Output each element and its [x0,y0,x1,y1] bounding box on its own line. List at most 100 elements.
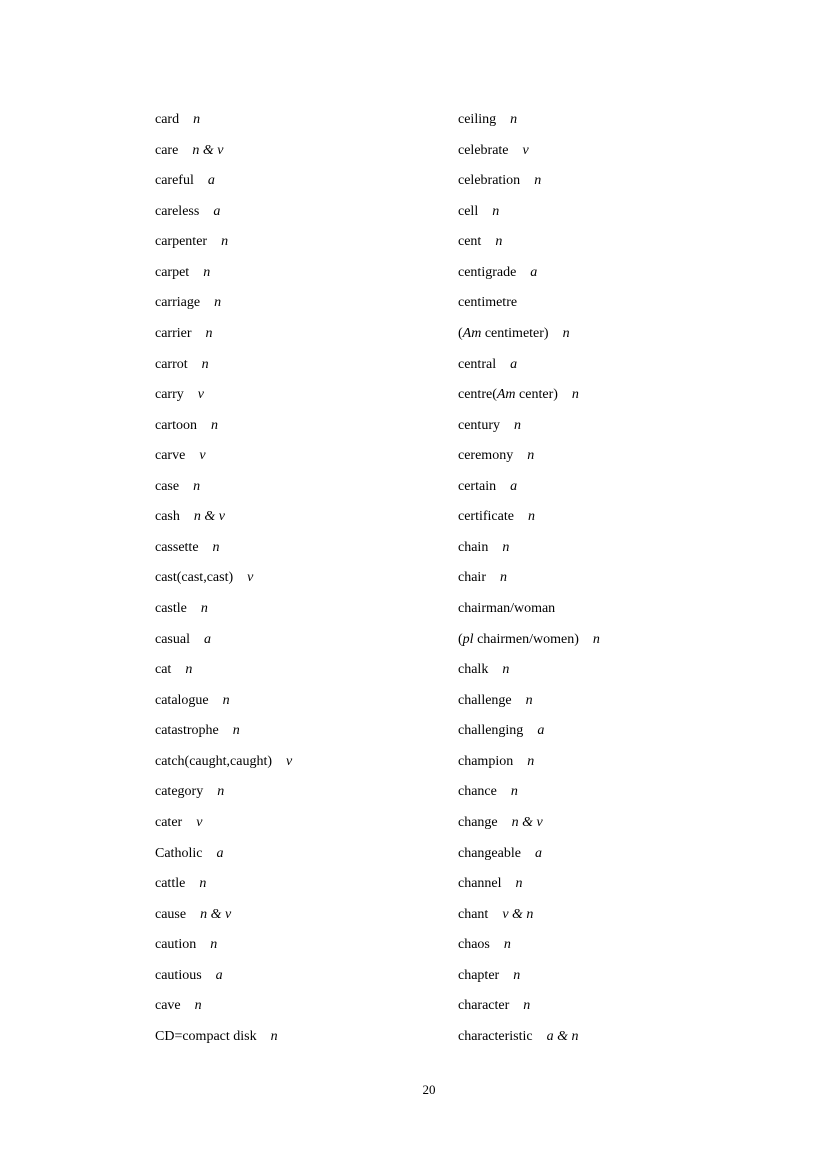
entry-word: chair [458,570,486,586]
entry-word: casual [155,631,190,647]
entry-word: catalogue [155,692,209,708]
entry-word: cautious [155,967,202,983]
part-of-speech: n & v [200,906,232,922]
vocabulary-entry: cause n & v [155,906,292,937]
entry-word: carve [155,448,186,464]
part-of-speech: a [510,478,518,494]
entry-word: carrot [155,356,188,372]
entry-word: cassette [155,539,199,555]
entry-word: caution [155,937,197,953]
part-of-speech: n [205,325,213,341]
entry-word: centre( [458,387,497,403]
part-of-speech: a & n [546,1028,579,1044]
entry-word: century [458,417,500,433]
vocabulary-entry: castle n [155,600,292,631]
vocabulary-entry: ceremony n [458,447,600,478]
part-of-speech: n [214,295,222,311]
entry-word: certificate [458,509,514,525]
part-of-speech: a [530,264,538,280]
part-of-speech: n [525,692,533,708]
vocabulary-entry: changeable a [458,845,600,876]
vocabulary-entry: certain a [458,478,600,509]
entry-word: centimetre [458,295,518,311]
vocabulary-entry: characteristic a & n [458,1028,600,1059]
part-of-speech: n & v [193,509,225,525]
entry-word: care [155,142,179,158]
vocabulary-entry: casual a [155,631,292,662]
entry-word: chance [458,784,497,800]
entry-word: cent [458,234,482,250]
entry-word: channel [458,876,502,892]
part-of-speech: n [499,570,507,586]
vocabulary-entry: carpet n [155,264,292,295]
entry-word: central [458,356,497,372]
entry-word: carrier [155,325,192,341]
entry-word: card [155,112,180,127]
vocabulary-entry: cassette n [155,539,292,570]
vocabulary-entry: centigrade a [458,264,600,295]
vocabulary-entry: cell n [458,203,600,234]
vocabulary-entry: challenge n [458,692,600,723]
part-of-speech: n [203,264,211,280]
vocabulary-entry: channel n [458,875,600,906]
part-of-speech: n [523,998,531,1014]
part-of-speech: n [510,112,518,127]
vocabulary-entry: carrier n [155,325,292,356]
part-of-speech: n [200,601,208,616]
entry-word: category [155,784,204,800]
part-of-speech: n [527,509,535,525]
part-of-speech: n [201,356,209,372]
entry-word: centimeter) [481,325,549,341]
part-of-speech: n [193,478,201,494]
part-of-speech: a [537,723,545,739]
entry-word: centigrade [458,264,517,280]
vocabulary-entry: celebrate v [458,142,600,173]
entry-word: cattle [155,876,186,892]
entry-word: chain [458,539,489,555]
entry-word: cast(cast,cast) [155,570,234,586]
vocabulary-entry: care n & v [155,142,292,173]
entry-word: catastrophe [155,723,219,739]
vocabulary-entry: chalk n [458,661,600,692]
part-of-speech: n [562,325,570,341]
vocabulary-entry: cater v [155,814,292,845]
part-of-speech: v [199,448,206,464]
vocabulary-entry: centimetre [458,294,600,325]
part-of-speech: n [513,967,521,983]
vocabulary-entry: celebration n [458,172,600,203]
page-number: 20 [422,1082,436,1097]
part-of-speech: v [197,387,204,403]
vocabulary-entry: card n [155,111,292,142]
entry-word: chairman/woman [458,601,556,616]
vocabulary-entry: carriage n [155,294,292,325]
entry-word: careless [155,203,200,219]
entry-word: Am [496,387,516,403]
entry-word: carry [155,387,184,403]
vocabulary-entry: case n [155,478,292,509]
vocabulary-entry: Catholic a [155,845,292,876]
vocabulary-entry: catalogue n [155,692,292,723]
part-of-speech: a [534,845,542,861]
entry-word: chaos [458,937,490,953]
part-of-speech: a [510,356,518,372]
part-of-speech: n [199,876,207,892]
vocabulary-entry: (Am centimeter) n [458,325,600,356]
part-of-speech: a [213,203,221,219]
vocabulary-entry: chapter n [458,967,600,998]
entry-word: pl [462,631,474,647]
vocabulary-entry: challenging a [458,722,600,753]
vocabulary-entry: cat n [155,661,292,692]
part-of-speech: n [592,631,600,647]
entry-word: characteristic [458,1028,533,1044]
part-of-speech: n [503,937,511,953]
vocabulary-entry: caution n [155,936,292,967]
vocabulary-entry: cave n [155,997,292,1028]
entry-word: challenge [458,692,512,708]
vocabulary-entry: centre(Am center) n [458,386,600,417]
part-of-speech: n [221,234,229,250]
entry-word: castle [155,601,187,616]
part-of-speech: a [207,173,215,189]
vocabulary-entry: carpenter n [155,233,292,264]
vocabulary-entry: ceiling n [458,111,600,142]
entry-word: cater [155,814,183,830]
